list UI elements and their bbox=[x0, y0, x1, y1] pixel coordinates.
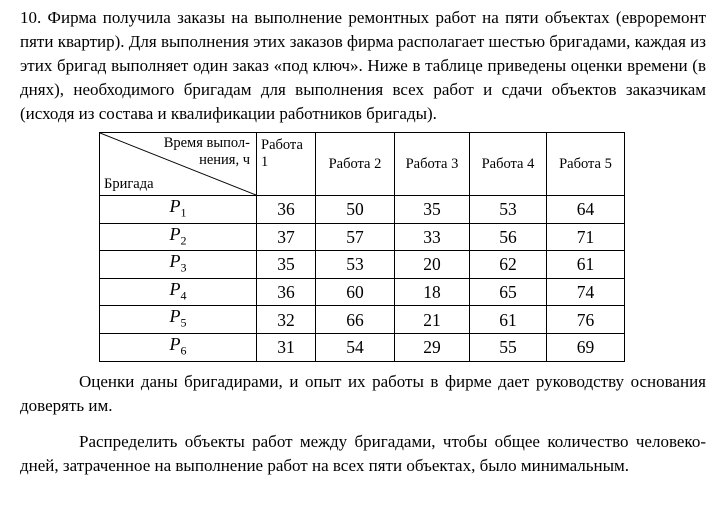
column-header: Работа 5 bbox=[546, 132, 625, 196]
time-estimates-table: Время выпол-нения, ч Бригада Работа 1 Ра… bbox=[99, 132, 625, 362]
column-header: Работа 1 bbox=[256, 132, 316, 196]
brigade-letter: P bbox=[169, 251, 181, 272]
corner-bottom-label: Бригада bbox=[104, 176, 154, 192]
brigade-index: 5 bbox=[180, 315, 187, 330]
table-cell: 61 bbox=[469, 305, 547, 334]
column-header: Работа 3 bbox=[394, 132, 470, 196]
table-cell: 37 bbox=[256, 222, 316, 252]
table-cell: 65 bbox=[469, 277, 547, 307]
brigade-label: P6 bbox=[99, 332, 257, 362]
table-cell: 18 bbox=[394, 277, 470, 307]
table-cell: 69 bbox=[546, 332, 625, 362]
table-cell: 62 bbox=[469, 250, 547, 279]
table-cell: 57 bbox=[315, 222, 395, 252]
problem-intro: 10. Фирма получила заказы на выполнение … bbox=[20, 8, 706, 123]
table-cell: 31 bbox=[256, 332, 316, 362]
brigade-letter: P bbox=[169, 196, 181, 216]
table-cell: 50 bbox=[315, 195, 395, 224]
column-header: Работа 4 bbox=[469, 132, 547, 196]
brigade-label: P5 bbox=[99, 305, 257, 334]
table-cell: 35 bbox=[256, 250, 316, 279]
table-cell: 36 bbox=[256, 195, 316, 224]
table-cell: 76 bbox=[546, 305, 625, 334]
table-row: P1 36 50 35 53 64 bbox=[99, 195, 625, 224]
table-row: P6 31 54 29 55 69 bbox=[99, 332, 625, 362]
brigade-letter: P bbox=[169, 223, 181, 244]
diagonal-line bbox=[100, 133, 256, 195]
column-header: Работа 2 bbox=[315, 132, 395, 196]
brigade-letter: P bbox=[169, 278, 181, 299]
table-row: P3 35 53 20 62 61 bbox=[99, 250, 625, 279]
note-paragraph: Оценки даны бригадирами, и опыт их работ… bbox=[20, 371, 706, 415]
table-row: P2 37 57 33 56 71 bbox=[99, 222, 625, 252]
table-cell: 21 bbox=[394, 305, 470, 334]
table-cell: 66 bbox=[315, 305, 395, 334]
document-body: 10. Фирма получила заказы на выполнение … bbox=[20, 8, 706, 475]
table-cell: 53 bbox=[315, 250, 395, 279]
table-cell: 60 bbox=[315, 277, 395, 307]
table-row: P5 32 66 21 61 76 bbox=[99, 305, 625, 334]
table-cell: 64 bbox=[546, 195, 625, 224]
brigade-letter: P bbox=[169, 306, 181, 327]
brigade-index: 2 bbox=[180, 233, 187, 248]
corner-header-cell: Время выпол-нения, ч Бригада bbox=[99, 132, 257, 196]
table-cell: 53 bbox=[469, 195, 547, 224]
brigade-index: 1 bbox=[180, 205, 187, 220]
table-header-row: Время выпол-нения, ч Бригада Работа 1 Ра… bbox=[99, 132, 625, 196]
brigade-letter: P bbox=[169, 333, 181, 354]
table-cell: 71 bbox=[546, 222, 625, 252]
table-cell: 32 bbox=[256, 305, 316, 334]
brigade-label: P2 bbox=[99, 222, 257, 252]
table-cell: 61 bbox=[546, 250, 625, 279]
table-cell: 54 bbox=[315, 332, 395, 362]
table-cell: 20 bbox=[394, 250, 470, 279]
brigade-label: P1 bbox=[99, 195, 257, 224]
brigade-index: 6 bbox=[180, 343, 187, 358]
brigade-index: 3 bbox=[180, 260, 187, 275]
table-cell: 74 bbox=[546, 277, 625, 307]
brigade-label: P4 bbox=[99, 277, 257, 307]
table-row: P4 36 60 18 65 74 bbox=[99, 277, 625, 307]
table-cell: 55 bbox=[469, 332, 547, 362]
table-cell: 36 bbox=[256, 277, 316, 307]
corner-top-label: Время выпол-нения, ч bbox=[163, 135, 250, 168]
brigade-label: P3 bbox=[99, 250, 257, 279]
table-cell: 29 bbox=[394, 332, 470, 362]
brigade-index: 4 bbox=[180, 288, 187, 303]
table-cell: 33 bbox=[394, 222, 470, 252]
table-cell: 56 bbox=[469, 222, 547, 252]
task-paragraph: Распределить объекты работ между бригада… bbox=[20, 431, 706, 475]
table-cell: 35 bbox=[394, 195, 470, 224]
